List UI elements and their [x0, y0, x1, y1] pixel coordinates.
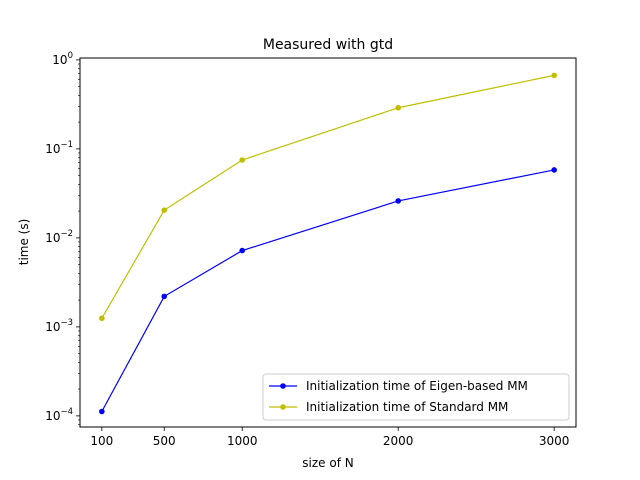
x-tick-label: 2000	[383, 434, 414, 448]
y-tick-exponent: −2	[60, 229, 73, 239]
y-tick-label: 10−2	[45, 229, 73, 245]
y-tick-label: 10−4	[45, 407, 73, 423]
legend-marker	[280, 383, 286, 389]
x-tick-label: 100	[90, 434, 113, 448]
chart-title: Measured with gtd	[263, 37, 393, 53]
y-tick-exponent: −4	[60, 407, 73, 417]
data-point	[99, 315, 105, 322]
y-axis-label: time (s)	[17, 219, 31, 266]
data-point	[551, 167, 557, 173]
series-line-2	[101, 74, 555, 319]
y-tick-base: 10	[45, 320, 60, 334]
y-tick-base: 10	[45, 231, 60, 245]
y-tick-base: 10	[45, 409, 60, 423]
data-point	[395, 198, 401, 204]
x-tick-label: 500	[153, 434, 176, 448]
y-tick-base: 10	[52, 53, 67, 67]
x-axis-label: size of N	[302, 456, 353, 470]
data-point	[551, 72, 557, 79]
y-tick-exponent: −1	[60, 140, 73, 150]
y-tick-exponent: 0	[68, 51, 73, 61]
x-axis-ticks: 100 500 1000 2000 3000	[90, 427, 569, 448]
y-tick-base: 10	[45, 142, 60, 156]
data-point	[239, 247, 246, 254]
legend-box	[262, 373, 570, 421]
plot-frame	[79, 57, 577, 428]
data-point	[99, 408, 105, 415]
data-point	[239, 157, 246, 163]
legend: Initialization time of Eigen-based MM Ini…	[262, 373, 570, 421]
legend-label: Initialization time of Standard MM	[306, 400, 508, 414]
data-point	[161, 293, 168, 300]
data-point	[161, 207, 168, 213]
x-tick-label: 3000	[539, 434, 570, 448]
y-tick-label: 10−1	[45, 140, 73, 156]
y-tick-label: 100	[52, 51, 73, 67]
data-point	[395, 104, 401, 111]
legend-label: Initialization time of Eigen-based MM	[306, 379, 528, 393]
y-tick-label: 10−3	[45, 318, 73, 334]
x-tick-label: 1000	[227, 434, 258, 448]
legend-marker	[280, 404, 286, 410]
y-tick-exponent: −3	[60, 318, 73, 328]
series-layer	[99, 72, 557, 415]
